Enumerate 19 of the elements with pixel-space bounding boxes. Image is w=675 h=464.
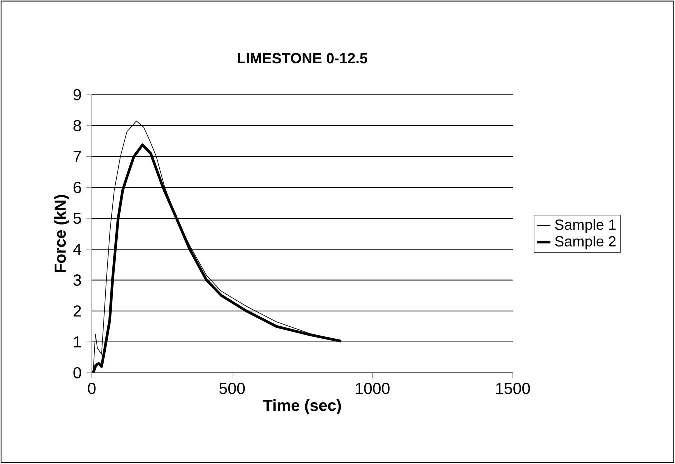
x-axis-title: Time (sec) <box>263 400 342 414</box>
legend-label: Sample 2 <box>555 236 616 250</box>
y-tick-label: 9 <box>74 89 82 101</box>
y-tick-label: 0 <box>74 367 82 379</box>
x-tick-label: 500 <box>220 383 246 394</box>
y-tick-label: 6 <box>74 182 82 194</box>
y-tick-label: 4 <box>73 244 82 255</box>
y-tick-label: 5 <box>74 212 82 224</box>
x-tick-label: 1000 <box>356 383 390 394</box>
x-tick-label: 1500 <box>496 383 530 394</box>
y-tick-label: 3 <box>74 274 82 286</box>
y-tick-label: 7 <box>74 151 82 162</box>
y-tick-label: 2 <box>74 306 82 317</box>
y-tick-label: 1 <box>74 336 82 348</box>
legend-label: Sample 1 <box>555 219 616 234</box>
y-axis-title: Force (kN) <box>54 195 70 272</box>
x-tick-label: 0 <box>88 383 96 394</box>
y-tick-label: 8 <box>74 120 82 132</box>
chart-title: LIMESTONE 0-12.5 <box>238 53 368 64</box>
